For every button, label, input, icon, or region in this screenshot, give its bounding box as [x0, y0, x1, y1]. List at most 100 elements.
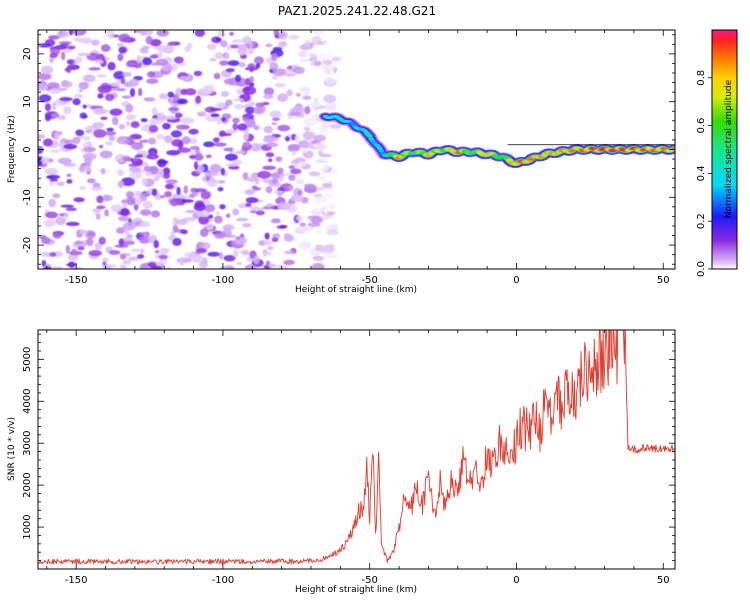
snr-plot-area [38, 330, 675, 565]
noise-cell [261, 251, 273, 256]
noise-cell [193, 203, 206, 212]
noise-cell [315, 187, 325, 191]
noise-cell [42, 266, 52, 269]
noise-cell [296, 216, 304, 221]
noise-cell [258, 240, 265, 246]
noise-cell [181, 136, 191, 145]
noise-cell [262, 177, 269, 183]
noise-cell [308, 101, 322, 108]
noise-cell [94, 242, 103, 251]
noise-cell [279, 224, 288, 229]
noise-cell [109, 108, 123, 116]
noise-cell [48, 198, 56, 208]
noise-cell [302, 131, 316, 141]
noise-cell [329, 123, 342, 129]
noise-cell [120, 209, 130, 217]
noise-cell [303, 118, 318, 127]
noise-cell [242, 223, 252, 228]
noise-cell [210, 113, 220, 118]
noise-cell [125, 121, 131, 127]
noise-cell [88, 67, 101, 71]
noise-cell [119, 253, 127, 260]
noise-cell [245, 106, 256, 114]
noise-cell [75, 129, 85, 137]
noise-cell [249, 82, 255, 87]
spectrogram-y-axis: -20 -10 0 10 20 [22, 34, 675, 265]
colorbar-tick-label: 0.6 [696, 118, 707, 134]
spectrogram-y-axis-title: Frequency (Hz) [7, 115, 17, 183]
colorbar-tick-label: 0.0 [696, 261, 707, 277]
noise-cell [236, 261, 242, 266]
snr-panel: -150 -100 -50 0 50 1000 2000 3000 4000 5000 Heig… [7, 329, 676, 595]
noise-cell [52, 232, 62, 239]
noise-cell [235, 217, 249, 222]
noise-cell [117, 53, 124, 62]
noise-cell [209, 163, 222, 173]
noise-cell [130, 121, 140, 129]
noise-cell [195, 248, 207, 254]
noise-cell [150, 151, 156, 157]
noise-cell [138, 235, 151, 244]
noise-cell [102, 257, 109, 262]
noise-cell [277, 124, 291, 132]
noise-cell [312, 30, 324, 36]
noise-cell [55, 216, 66, 226]
noise-cell [266, 203, 275, 208]
noise-cell [169, 198, 180, 207]
noise-cell [225, 68, 235, 73]
noise-cell [307, 222, 321, 227]
noise-cell [308, 171, 321, 177]
noise-cell [290, 168, 302, 175]
noise-cell [271, 178, 277, 185]
snr-y-tick-label: 2000 [22, 472, 33, 497]
noise-cell [244, 264, 257, 269]
spectrogram-x-tick-label: -100 [212, 275, 235, 286]
noise-cell [165, 183, 174, 190]
noise-cell [82, 104, 87, 109]
noise-cell [283, 259, 295, 266]
noise-cell [321, 211, 336, 216]
noise-cell [118, 123, 126, 130]
noise-cell [209, 107, 223, 111]
noise-cell [219, 252, 224, 260]
noise-cell [102, 194, 110, 202]
noise-cell [176, 195, 191, 199]
noise-cell [180, 229, 188, 235]
noise-cell [266, 142, 279, 148]
noise-cell [96, 205, 106, 210]
noise-cell [205, 223, 214, 231]
noise-cell [117, 169, 125, 177]
noise-cell [167, 107, 180, 111]
noise-cell [295, 178, 305, 185]
noise-cell [186, 42, 193, 51]
ridge [318, 112, 675, 169]
noise-cell [153, 176, 160, 182]
spectrogram-plot-area [38, 30, 675, 269]
noise-cell [110, 204, 123, 213]
noise-cell [156, 30, 170, 37]
noise-cell [72, 266, 84, 269]
noise-cell [265, 152, 275, 158]
noise-cell [318, 149, 323, 157]
noise-cell [249, 76, 254, 84]
noise-cell [75, 56, 83, 64]
noise-cell [223, 147, 234, 152]
noise-cell [49, 52, 58, 58]
noise-cell [220, 90, 229, 98]
noise-cell [108, 135, 116, 142]
noise-cell [142, 45, 150, 50]
noise-cell [277, 93, 289, 102]
noise-cell [141, 177, 148, 187]
noise-cell [153, 240, 160, 249]
colorbar: 0.0 0.2 0.4 0.6 0.8 Normalized spectral ampl… [696, 29, 738, 277]
spectrogram-y-tick-label: 0 [22, 146, 33, 152]
noise-cell [214, 52, 224, 60]
noise-cell [172, 237, 182, 247]
noise-cell [269, 62, 279, 71]
noise-cell [326, 229, 339, 236]
noise-cell [142, 139, 149, 144]
noise-cell [135, 154, 145, 158]
noise-cell [179, 76, 190, 80]
colorbar-axis: 0.0 0.2 0.4 0.6 0.8 [696, 70, 712, 277]
noise-cell [60, 51, 66, 61]
